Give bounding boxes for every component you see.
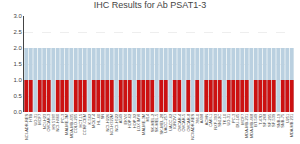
svg-text:786-0: 786-0 xyxy=(195,113,200,124)
svg-text:SN12C: SN12C xyxy=(217,114,222,127)
svg-text:M14: M14 xyxy=(145,113,150,122)
svg-text:IHC Results for Ab PSAT1-3: IHC Results for Ab PSAT1-3 xyxy=(94,0,206,10)
svg-text:BT-549: BT-549 xyxy=(253,113,258,127)
svg-text:SK-MEL-5: SK-MEL-5 xyxy=(154,113,159,132)
svg-text:LOX IMVI: LOX IMVI xyxy=(136,114,141,131)
svg-text:T-47D: T-47D xyxy=(258,114,263,125)
svg-text:SNB-75: SNB-75 xyxy=(280,113,285,128)
svg-text:UO-31: UO-31 xyxy=(33,113,38,126)
svg-text:UACC-257: UACC-257 xyxy=(163,113,168,133)
svg-text:2.0: 2.0 xyxy=(13,45,22,51)
svg-text:MALME-3M: MALME-3M xyxy=(141,114,146,135)
svg-text:MOLT-4: MOLT-4 xyxy=(91,113,96,128)
svg-text:1.5: 1.5 xyxy=(13,61,22,67)
svg-text:NCI/ADR-RES: NCI/ADR-RES xyxy=(190,113,195,139)
svg-text:A498: A498 xyxy=(199,113,204,123)
svg-text:0.5: 0.5 xyxy=(13,93,22,99)
svg-text:MDA MB 231: MDA MB 231 xyxy=(289,113,294,137)
svg-text:NCI-H522: NCI-H522 xyxy=(114,113,119,132)
svg-text:ACHN: ACHN xyxy=(204,114,209,125)
svg-text:HOP-62: HOP-62 xyxy=(127,113,132,128)
svg-text:A549: A549 xyxy=(118,113,123,123)
svg-text:PC-3: PC-3 xyxy=(60,113,65,123)
svg-text:NCI-ADR-RES: NCI-ADR-RES xyxy=(24,113,29,140)
svg-text:PC-3: PC-3 xyxy=(231,113,236,123)
svg-text:IGROV1: IGROV1 xyxy=(172,113,177,129)
svg-text:UACC-62: UACC-62 xyxy=(168,113,173,131)
svg-text:UO-31: UO-31 xyxy=(226,113,231,126)
svg-text:OVCAR-4: OVCAR-4 xyxy=(177,113,182,132)
svg-text:3.0: 3.0 xyxy=(13,13,22,19)
svg-text:HS 578T: HS 578T xyxy=(51,113,56,129)
svg-text:2.5: 2.5 xyxy=(13,29,22,35)
svg-text:MDA-MB-231: MDA-MB-231 xyxy=(244,113,249,138)
svg-text:NCI-H322M: NCI-H322M xyxy=(109,114,114,135)
svg-text:SF-268: SF-268 xyxy=(262,113,267,127)
svg-text:COLO-205: COLO-205 xyxy=(73,113,78,133)
svg-text:U251: U251 xyxy=(285,113,290,123)
svg-text:OVCAR-5: OVCAR-5 xyxy=(181,113,186,132)
svg-text:1.0: 1.0 xyxy=(13,77,22,83)
svg-text:SF-539: SF-539 xyxy=(271,113,276,127)
svg-text:0.0: 0.0 xyxy=(13,109,22,115)
svg-text:MDA-MB-468: MDA-MB-468 xyxy=(249,113,254,138)
svg-text:CCRF-CEM: CCRF-CEM xyxy=(82,114,87,135)
svg-text:SNB-19: SNB-19 xyxy=(276,113,281,128)
svg-text:NCI-H460: NCI-H460 xyxy=(55,113,60,132)
svg-text:OVCAR-3: OVCAR-3 xyxy=(46,113,51,132)
svg-text:HOP-92: HOP-92 xyxy=(132,113,137,128)
svg-text:HTB: HTB xyxy=(28,113,33,121)
svg-text:MCF7: MCF7 xyxy=(37,113,42,125)
svg-text:SK-MEL-28: SK-MEL-28 xyxy=(159,113,164,134)
svg-text:RXF-393: RXF-393 xyxy=(213,113,218,130)
svg-text:CAKI-1: CAKI-1 xyxy=(208,113,213,127)
svg-text:HL-60: HL-60 xyxy=(96,113,101,125)
svg-text:TK-10: TK-10 xyxy=(222,113,227,125)
svg-text:SF-295: SF-295 xyxy=(267,113,272,127)
svg-text:DU-145: DU-145 xyxy=(235,113,240,128)
svg-text:NCI-H226: NCI-H226 xyxy=(105,113,110,132)
svg-text:MALME-3M: MALME-3M xyxy=(64,114,69,135)
svg-text:MDA-MB-435: MDA-MB-435 xyxy=(69,113,74,138)
svg-text:K-562: K-562 xyxy=(87,113,92,124)
svg-text:SR: SR xyxy=(100,114,105,120)
svg-text:SK-MEL-2: SK-MEL-2 xyxy=(150,113,155,132)
svg-text:EKVX: EKVX xyxy=(123,113,128,124)
svg-text:HCT-15: HCT-15 xyxy=(78,113,83,128)
svg-text:NCI-H23: NCI-H23 xyxy=(42,113,47,129)
svg-text:MCF7: MCF7 xyxy=(240,113,245,125)
svg-text:OVCAR-8: OVCAR-8 xyxy=(186,113,191,132)
